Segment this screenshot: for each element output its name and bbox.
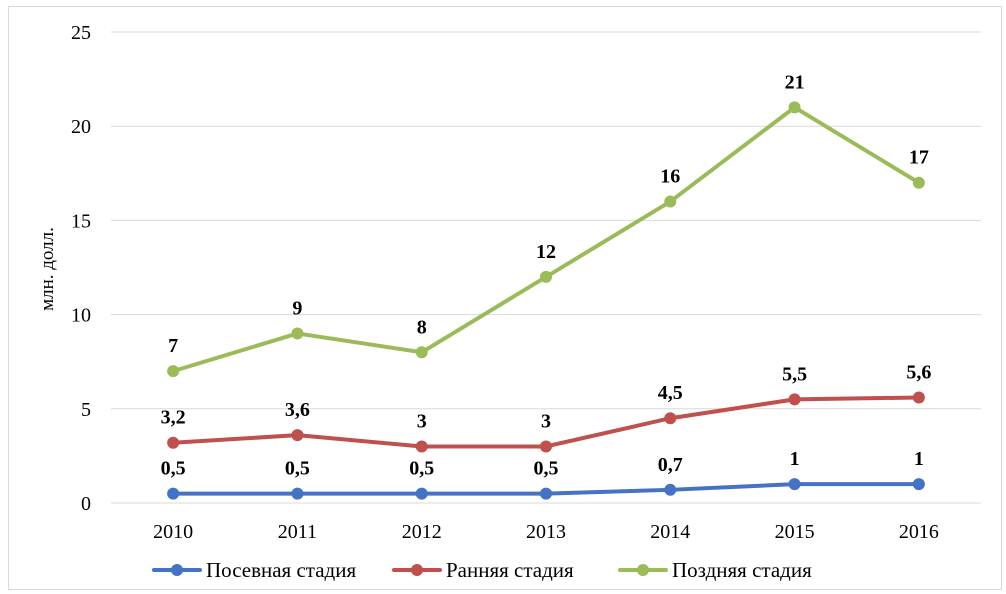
chart-frame: 0 5 10 15 20 25 2010 2011 2012 2013 2014 2015 2016 … — [8, 6, 1002, 590]
gridlines — [111, 31, 981, 504]
x-axis-ticks: 2010 2011 2012 2013 2014 2015 2016 — [153, 521, 939, 543]
data-point — [788, 101, 801, 114]
data-point — [664, 195, 677, 208]
data-label: 3 — [417, 410, 427, 432]
data-label: 1 — [790, 448, 800, 470]
data-label: 0,5 — [409, 458, 434, 480]
data-point — [664, 412, 677, 425]
data-point — [788, 478, 801, 491]
data-label: 17 — [909, 147, 929, 169]
y-axis-label: млн. долл. — [37, 227, 58, 311]
data-point — [540, 440, 552, 453]
data-label: 0,5 — [534, 458, 559, 480]
data-point — [912, 176, 925, 189]
data-label: 7 — [168, 335, 178, 357]
data-point — [291, 487, 304, 500]
y-tick-label: 20 — [71, 116, 91, 138]
data-label: 16 — [660, 166, 680, 188]
x-tick-label: 2012 — [402, 521, 442, 543]
legend-marker — [411, 564, 423, 576]
legend-item: Ранняя стадия — [392, 558, 574, 582]
data-point — [291, 327, 304, 340]
data-label: 12 — [536, 241, 556, 263]
y-tick-label: 5 — [81, 399, 91, 421]
data-label: 0,7 — [658, 454, 683, 476]
data-point — [540, 270, 552, 283]
legend-label: Посевная стадия — [206, 558, 356, 582]
legend-marker — [637, 564, 649, 576]
data-labels: 0,5 0,5 0,5 0,5 0,7 1 1 3,2 3,6 3 3 4,5 5,5 5,6 7 9 8 12 1… — [161, 71, 932, 479]
series-lines — [167, 101, 925, 500]
data-point — [415, 346, 428, 359]
y-tick-label: 25 — [71, 22, 91, 44]
data-point — [167, 365, 180, 378]
x-tick-label: 2010 — [153, 521, 193, 543]
data-point — [912, 391, 925, 404]
legend: Посевная стадия Ранняя стадия Поздняя стад… — [152, 558, 812, 582]
x-tick-label: 2013 — [526, 521, 566, 543]
legend-label: Поздняя стадия — [672, 558, 812, 582]
x-tick-label: 2015 — [775, 521, 815, 543]
data-label: 3,2 — [161, 407, 186, 429]
series-line — [171, 105, 921, 374]
x-tick-label: 2016 — [899, 521, 939, 543]
data-point — [415, 440, 428, 453]
data-label: 1 — [914, 448, 924, 470]
data-point — [415, 487, 428, 500]
legend-item: Поздняя стадия — [618, 558, 812, 582]
data-point — [788, 393, 801, 406]
y-tick-label: 10 — [71, 305, 91, 327]
data-label: 5,6 — [906, 361, 931, 383]
legend-marker — [171, 564, 183, 576]
data-label: 8 — [417, 316, 427, 338]
data-point — [167, 436, 180, 449]
data-point — [167, 487, 180, 500]
data-point — [664, 483, 677, 496]
data-label: 0,5 — [285, 458, 310, 480]
y-tick-label: 15 — [71, 210, 91, 232]
data-label: 3 — [541, 410, 551, 432]
legend-item: Посевная стадия — [152, 558, 356, 582]
x-tick-label: 2011 — [278, 521, 317, 543]
data-label: 4,5 — [658, 382, 683, 404]
y-axis-ticks: 0 5 10 15 20 25 — [71, 22, 91, 515]
data-label: 5,5 — [782, 363, 807, 385]
y-tick-label: 0 — [81, 493, 91, 515]
legend-label: Ранняя стадия — [446, 558, 574, 582]
data-point — [540, 487, 552, 500]
data-point — [912, 478, 925, 491]
data-label: 3,6 — [285, 399, 310, 421]
data-label: 9 — [292, 297, 302, 319]
data-point — [291, 429, 304, 442]
data-label: 21 — [785, 71, 805, 93]
x-tick-label: 2014 — [650, 521, 690, 543]
data-label: 0,5 — [161, 458, 186, 480]
